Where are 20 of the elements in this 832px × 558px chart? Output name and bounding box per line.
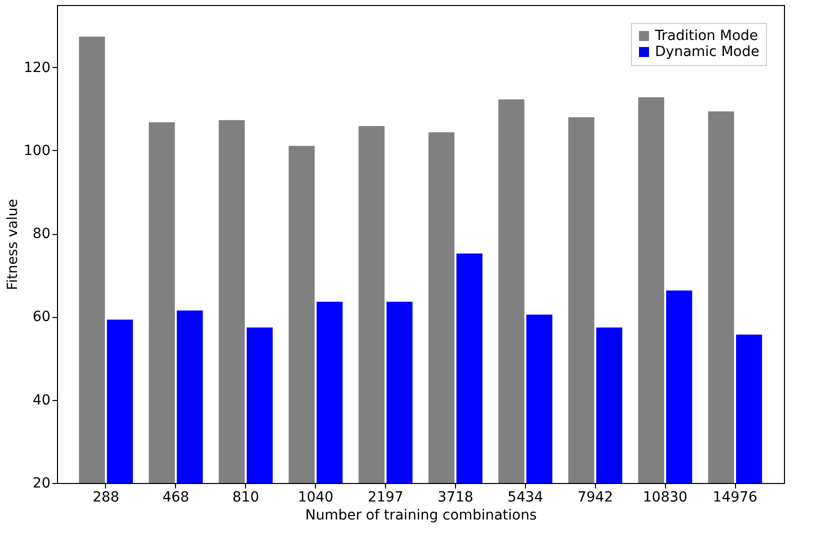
x-tick-label: 468 [162,490,190,506]
y-tick-label: 60 [32,309,50,326]
x-tick-label: 7942 [577,490,614,506]
legend-label: Tradition Mode [654,28,758,44]
y-tick-label: 120 [24,60,50,76]
y-tick-label: 80 [32,226,50,242]
y-tick-label: 40 [32,392,50,408]
legend-label: Dynamic Mode [655,44,760,60]
x-tick-label: 1040 [298,490,334,506]
x-tick-label: 2197 [368,490,404,506]
x-tick-label: 10830 [642,490,688,506]
x-tick-label: 14976 [712,490,758,506]
x-tick-label: 5434 [508,490,544,506]
y-axis-title: Fitness value [4,198,21,290]
x-tick-label: 3718 [438,490,474,506]
y-tick-label: 100 [24,142,50,159]
x-tick-label: 810 [232,490,260,506]
x-axis-title: Number of training combinations [305,508,537,524]
y-tick-label: 20 [32,476,50,492]
x-tick-label: 288 [92,490,120,506]
